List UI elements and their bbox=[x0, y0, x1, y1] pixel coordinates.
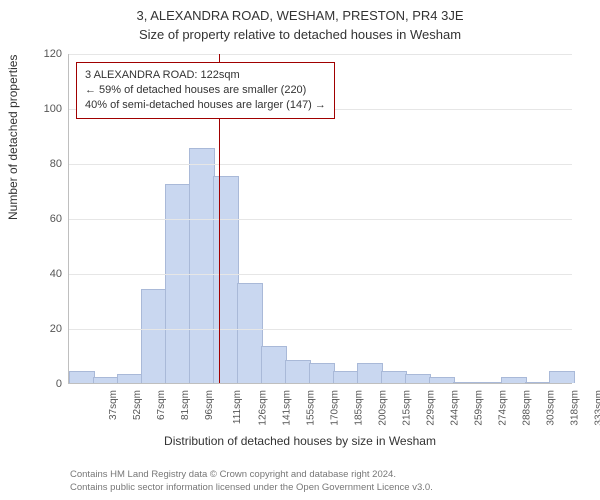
bar bbox=[165, 184, 191, 383]
x-tick: 333sqm bbox=[594, 390, 600, 426]
footer-line-2: Contains public sector information licen… bbox=[70, 482, 433, 494]
bar bbox=[501, 377, 527, 384]
y-tick: 60 bbox=[32, 213, 62, 225]
x-tick: 303sqm bbox=[546, 390, 557, 426]
x-tick: 81sqm bbox=[180, 390, 191, 420]
x-tick: 215sqm bbox=[402, 390, 413, 426]
x-tick: 200sqm bbox=[378, 390, 389, 426]
bar bbox=[333, 371, 359, 383]
bar bbox=[189, 148, 215, 383]
bar bbox=[309, 363, 335, 383]
bar bbox=[429, 377, 455, 384]
bar bbox=[405, 374, 431, 383]
x-tick: 67sqm bbox=[156, 390, 167, 420]
bar bbox=[117, 374, 143, 383]
bar bbox=[285, 360, 311, 383]
x-tick: 141sqm bbox=[282, 390, 293, 426]
x-tick: 229sqm bbox=[426, 390, 437, 426]
bar bbox=[549, 371, 575, 383]
footer-line-1: Contains HM Land Registry data © Crown c… bbox=[70, 469, 433, 481]
x-tick: 274sqm bbox=[498, 390, 509, 426]
page-title-2: Size of property relative to detached ho… bbox=[0, 23, 600, 42]
bar bbox=[93, 377, 119, 384]
x-tick: 170sqm bbox=[330, 390, 341, 426]
footer-attribution: Contains HM Land Registry data © Crown c… bbox=[70, 469, 433, 494]
bar bbox=[453, 382, 479, 383]
bar bbox=[69, 371, 95, 383]
x-tick: 318sqm bbox=[570, 390, 581, 426]
bar bbox=[477, 382, 503, 383]
y-tick: 20 bbox=[32, 323, 62, 335]
chart-container: 3, ALEXANDRA ROAD, WESHAM, PRESTON, PR4 … bbox=[0, 0, 600, 500]
x-tick: 288sqm bbox=[522, 390, 533, 426]
y-axis-label: Number of detached properties bbox=[6, 55, 20, 220]
y-tick: 80 bbox=[32, 158, 62, 170]
x-tick: 259sqm bbox=[474, 390, 485, 426]
info-line-1: 3 ALEXANDRA ROAD: 122sqm bbox=[85, 68, 326, 83]
bar bbox=[237, 283, 263, 383]
bar bbox=[357, 363, 383, 383]
bar bbox=[381, 371, 407, 383]
bar bbox=[261, 346, 287, 383]
y-tick: 120 bbox=[32, 48, 62, 60]
y-tick: 0 bbox=[32, 378, 62, 390]
info-line-3: 40% of semi-detached houses are larger (… bbox=[85, 98, 326, 113]
x-tick: 155sqm bbox=[306, 390, 317, 426]
y-tick: 100 bbox=[32, 103, 62, 115]
bar bbox=[525, 382, 551, 383]
x-tick: 244sqm bbox=[450, 390, 461, 426]
x-tick: 126sqm bbox=[258, 390, 269, 426]
page-title-1: 3, ALEXANDRA ROAD, WESHAM, PRESTON, PR4 … bbox=[0, 0, 600, 23]
y-tick: 40 bbox=[32, 268, 62, 280]
x-tick: 37sqm bbox=[108, 390, 119, 420]
x-tick: 52sqm bbox=[132, 390, 143, 420]
info-box: 3 ALEXANDRA ROAD: 122sqm ← 59% of detach… bbox=[76, 62, 335, 119]
x-tick: 185sqm bbox=[354, 390, 365, 426]
x-tick: 96sqm bbox=[204, 390, 215, 420]
bar bbox=[141, 289, 167, 384]
x-axis-label: Distribution of detached houses by size … bbox=[0, 434, 600, 448]
x-tick: 111sqm bbox=[232, 390, 243, 424]
plot-area: 020406080100120 37sqm52sqm67sqm81sqm96sq… bbox=[68, 54, 572, 384]
bar bbox=[213, 176, 239, 383]
info-line-2: ← 59% of detached houses are smaller (22… bbox=[85, 83, 326, 98]
